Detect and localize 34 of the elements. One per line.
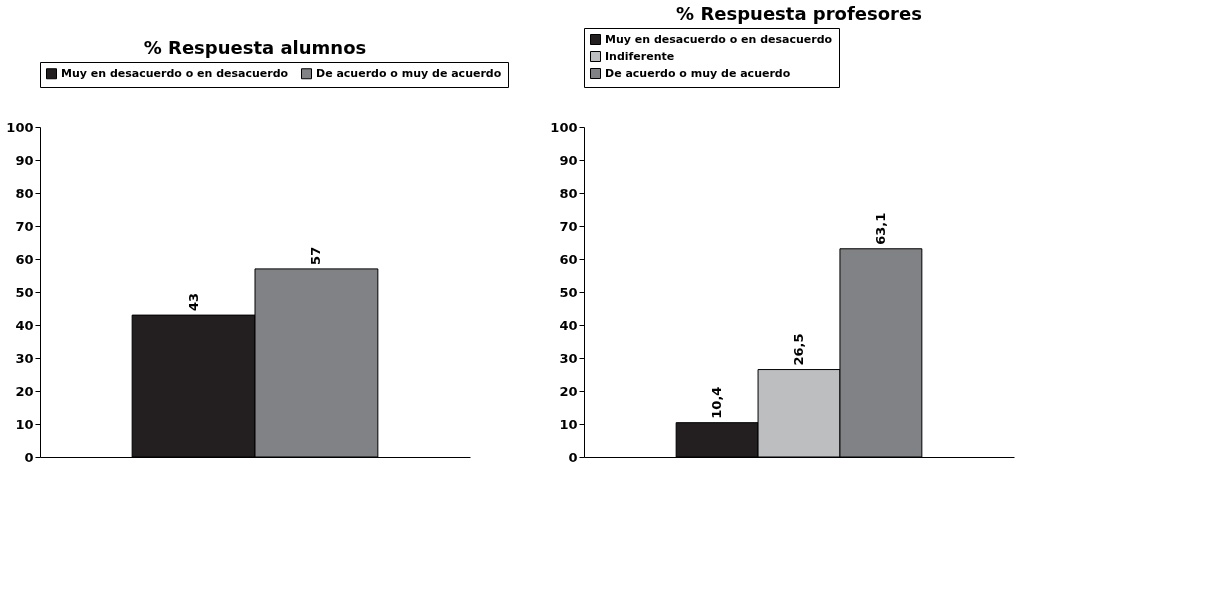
y-tick-label: 10 <box>559 416 578 432</box>
legend-label: Muy en desacuerdo o en desacuerdo <box>61 66 289 80</box>
y-tick-label: 10 <box>15 416 34 432</box>
y-tick-label: 0 <box>24 449 34 465</box>
legend-label: De acuerdo o muy de acuerdo <box>605 66 791 80</box>
data-label: 63,1 <box>872 212 888 245</box>
data-label: 57 <box>308 246 324 265</box>
y-tick-label: 50 <box>15 284 34 300</box>
y-tick-label: 20 <box>559 383 578 399</box>
y-tick-label: 70 <box>15 218 34 234</box>
y-tick-label: 80 <box>15 185 34 201</box>
y-tick-label: 40 <box>15 317 34 333</box>
y-tick-label: 30 <box>15 350 34 366</box>
y-tick-label: 0 <box>568 449 578 465</box>
y-tick-label: 50 <box>559 284 578 300</box>
y-tick-label: 90 <box>559 152 578 168</box>
chart-title: % Respuesta alumnos <box>143 36 367 58</box>
legend-label: Indiferente <box>605 49 675 63</box>
legend-label: Muy en desacuerdo o en desacuerdo <box>605 32 833 46</box>
y-tick-label: 100 <box>6 119 34 135</box>
y-tick-label: 100 <box>550 119 578 135</box>
y-tick-label: 40 <box>559 317 578 333</box>
y-tick-label: 30 <box>559 350 578 366</box>
chart-title: % Respuesta profesores <box>676 2 922 24</box>
data-label: 10,4 <box>709 386 725 419</box>
y-tick-label: 70 <box>559 218 578 234</box>
y-tick-label: 60 <box>15 251 34 267</box>
y-tick-label: 80 <box>559 185 578 201</box>
data-label: 43 <box>185 293 201 312</box>
y-tick-label: 20 <box>15 383 34 399</box>
y-tick-label: 60 <box>559 251 578 267</box>
y-tick-label: 90 <box>15 152 34 168</box>
data-label: 26,5 <box>791 333 806 366</box>
legend-label: De acuerdo o muy de acuerdo <box>316 66 502 80</box>
